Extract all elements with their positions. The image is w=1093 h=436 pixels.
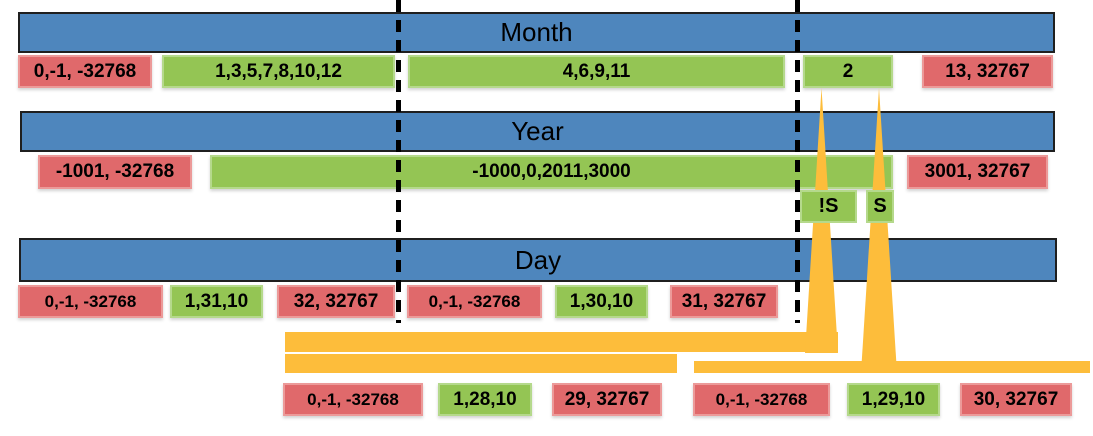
month-partition-invalid-high: 13, 32767 <box>922 55 1053 88</box>
day30-partition-invalid-low: 0,-1, -32768 <box>407 285 542 318</box>
feb29-partition-valid: 1,29,10 <box>847 383 940 416</box>
feb-nonleap-connector-bar <box>285 332 838 352</box>
feb29-partition-invalid-high: 30, 32767 <box>960 383 1072 416</box>
month-partition-31day-months: 1,3,5,7,8,10,12 <box>162 55 395 88</box>
feb28-partition-invalid-high: 29, 32767 <box>552 383 662 416</box>
feb28-partition-valid: 1,28,10 <box>438 383 532 416</box>
day30-partition-valid: 1,30,10 <box>555 285 648 318</box>
year-partition-valid: -1000,0,2011,3000 <box>210 155 893 189</box>
feb29-partition-invalid-low: 0,-1, -32768 <box>693 383 830 416</box>
year-partition-invalid-high: 3001, 32767 <box>907 155 1048 189</box>
leap-flag-leap: S <box>866 190 894 223</box>
year-bar: Year <box>20 111 1055 152</box>
feb28-partition-invalid-low: 0,-1, -32768 <box>283 383 423 416</box>
dashed-guide-left <box>396 0 401 323</box>
day31-partition-invalid-low: 0,-1, -32768 <box>18 285 163 318</box>
year-partition-invalid-low: -1001, -32768 <box>38 155 192 189</box>
month-partition-february: 2 <box>803 55 893 88</box>
day30-partition-invalid-high: 31, 32767 <box>670 285 778 318</box>
feb-nonleap-day-bar <box>285 354 677 373</box>
month-bar: Month <box>18 12 1055 53</box>
month-partition-30day-months: 4,6,9,11 <box>408 55 785 88</box>
day31-partition-invalid-high: 32, 32767 <box>277 285 395 318</box>
day-bar: Day <box>19 238 1057 282</box>
dashed-guide-right <box>795 0 800 323</box>
month-partition-invalid-low: 0,-1, -32768 <box>18 55 152 88</box>
leap-flag-nonleap: !S <box>800 190 857 223</box>
day31-partition-valid: 1,31,10 <box>170 285 263 318</box>
